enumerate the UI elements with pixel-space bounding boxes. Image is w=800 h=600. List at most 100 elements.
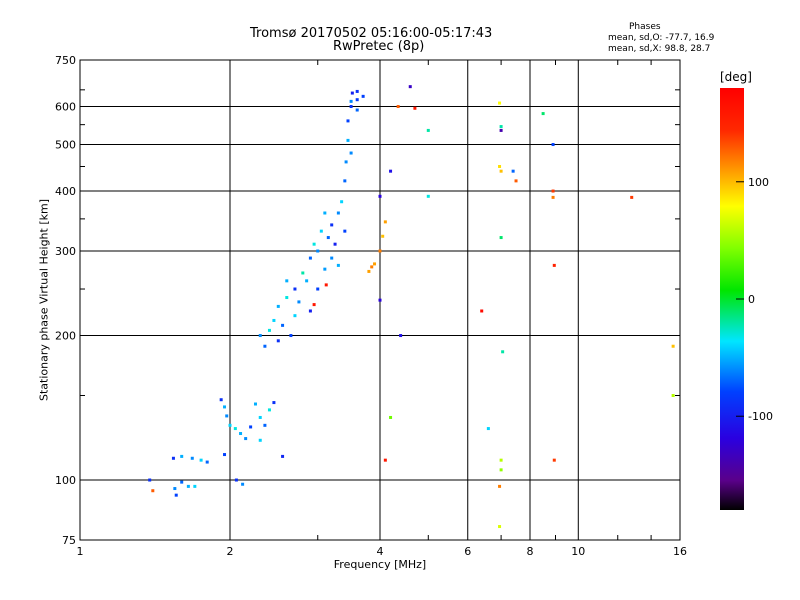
data-point <box>346 119 350 123</box>
data-point <box>480 309 484 313</box>
chart-subtitle: RwPretec (8p) <box>333 39 425 54</box>
data-point <box>671 344 675 348</box>
y-tick-label: 300 <box>55 245 76 258</box>
data-point <box>349 151 353 155</box>
x-tick-label: 10 <box>571 545 585 558</box>
data-point <box>499 169 503 173</box>
data-point <box>323 267 327 271</box>
data-point <box>151 489 155 493</box>
data-point <box>349 105 353 109</box>
data-point <box>173 487 177 491</box>
data-point <box>225 414 229 418</box>
data-point <box>186 484 190 488</box>
data-point <box>272 401 276 405</box>
data-point <box>219 398 223 402</box>
data-point <box>223 405 227 409</box>
data-point <box>289 334 293 338</box>
data-point <box>671 394 675 398</box>
data-point <box>148 478 152 482</box>
data-point <box>383 458 387 462</box>
data-point <box>316 287 320 291</box>
colorbar-tick-label: 100 <box>748 176 769 189</box>
data-point <box>396 105 400 109</box>
data-point <box>330 256 334 260</box>
data-point <box>326 236 330 240</box>
colorbar-label: [deg] <box>720 70 752 84</box>
data-point <box>276 304 280 308</box>
data-point <box>355 98 359 102</box>
data-point <box>199 458 203 462</box>
data-point <box>378 298 382 302</box>
data-point <box>323 211 327 215</box>
data-point <box>498 525 502 529</box>
x-tick-label: 16 <box>673 545 687 558</box>
x-axis-label: Frequency [MHz] <box>333 558 427 571</box>
data-point <box>324 283 328 287</box>
x-tick-label: 6 <box>464 545 471 558</box>
data-point <box>552 458 556 462</box>
data-point <box>426 128 430 132</box>
data-point <box>498 484 502 488</box>
data-point <box>272 318 276 322</box>
x-tick-label: 4 <box>377 545 384 558</box>
data-point <box>285 279 289 283</box>
data-point <box>312 242 316 246</box>
y-tick-label: 200 <box>55 330 76 343</box>
data-point <box>244 437 248 441</box>
data-point <box>511 169 515 173</box>
phase-info-o: mean, sd,O: -77.7, 16.9 <box>608 33 715 43</box>
data-point <box>241 482 245 486</box>
data-point <box>308 256 312 260</box>
data-point <box>174 493 178 497</box>
data-point <box>180 480 184 484</box>
data-point <box>190 456 194 460</box>
y-tick-label: 400 <box>55 185 76 198</box>
data-point <box>263 344 267 348</box>
data-point <box>258 415 262 419</box>
data-point <box>408 85 412 89</box>
data-point <box>297 300 301 304</box>
data-point <box>499 468 503 472</box>
data-point <box>336 263 340 267</box>
data-point <box>349 99 353 103</box>
data-point <box>316 249 320 253</box>
data-point <box>399 334 403 338</box>
data-point <box>551 189 555 193</box>
data-point <box>293 287 297 291</box>
x-tick-label: 8 <box>527 545 534 558</box>
x-tick-label: 1 <box>77 545 84 558</box>
data-point <box>293 314 297 318</box>
data-point <box>378 249 382 253</box>
data-point <box>413 106 417 110</box>
data-point <box>344 160 348 164</box>
data-point <box>343 179 347 183</box>
data-point <box>499 125 503 129</box>
data-point <box>336 211 340 215</box>
data-point <box>541 112 545 116</box>
data-point <box>499 128 503 132</box>
data-point <box>249 425 253 429</box>
data-point <box>267 408 271 412</box>
data-point <box>551 143 555 147</box>
data-point <box>514 179 518 183</box>
y-tick-label: 75 <box>62 534 76 547</box>
plot-frame <box>79 59 681 541</box>
data-point <box>426 194 430 198</box>
data-point <box>499 458 503 462</box>
data-points <box>148 85 675 529</box>
data-point <box>340 200 344 204</box>
data-point <box>312 303 316 307</box>
data-point <box>361 94 365 98</box>
y-tick-label: 500 <box>55 139 76 152</box>
data-point <box>333 242 337 246</box>
data-point <box>370 265 374 269</box>
data-point <box>281 323 285 327</box>
data-point <box>378 194 382 198</box>
data-point <box>239 432 243 436</box>
data-point <box>233 427 237 431</box>
phase-info-x: mean, sd,X: 98.8, 28.7 <box>608 44 711 54</box>
data-point <box>498 164 502 168</box>
data-point <box>630 195 634 199</box>
data-point <box>552 263 556 267</box>
